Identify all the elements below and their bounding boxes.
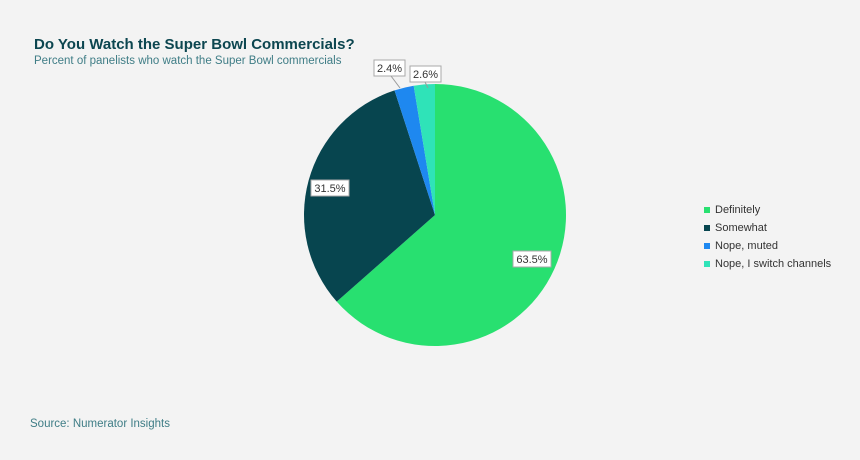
- data-label: 2.6%: [413, 69, 438, 81]
- data-label-box: [409, 65, 442, 83]
- data-label-leader-line: [424, 81, 429, 89]
- chart-title: Do You Watch the Super Bowl Commercials?: [34, 36, 355, 53]
- data-label-box: [373, 59, 406, 77]
- legend-label: Nope, muted: [715, 240, 778, 252]
- legend-item: Somewhat: [704, 219, 831, 237]
- legend-swatch: [704, 225, 710, 231]
- data-label: 63.5%: [516, 254, 547, 266]
- data-labels: 63.5% 31.5% 2.4% 2.6%: [310, 59, 552, 268]
- pie-slice-definitely: [336, 84, 567, 346]
- pie-slice-nope-i-switch-channels: [413, 83, 435, 215]
- data-label-box: [310, 179, 350, 197]
- chart-legend: Definitely Somewhat Nope, muted Nope, I swi…: [704, 201, 831, 273]
- data-label-box: [512, 250, 552, 268]
- chart-subtitle: Percent of panelists who watch the Super…: [34, 55, 342, 67]
- legend-label: Definitely: [715, 204, 761, 216]
- legend-swatch: [704, 207, 710, 213]
- pie-slice-nope-muted: [394, 85, 435, 216]
- pie-slice-somewhat: [304, 90, 435, 302]
- legend-swatch: [704, 243, 710, 249]
- legend-swatch: [704, 261, 710, 267]
- legend-item: Nope, I switch channels: [704, 255, 831, 273]
- pie-slices: [304, 83, 567, 346]
- data-label: 2.4%: [377, 63, 402, 75]
- data-label-leader-line: [390, 75, 401, 89]
- legend-label: Nope, I switch channels: [715, 258, 832, 270]
- source-note: Source: Numerator Insights: [30, 418, 170, 430]
- data-label: 31.5%: [314, 183, 345, 195]
- legend-label: Somewhat: [715, 222, 767, 234]
- legend-item: Definitely: [704, 201, 831, 219]
- legend-item: Nope, muted: [704, 237, 831, 255]
